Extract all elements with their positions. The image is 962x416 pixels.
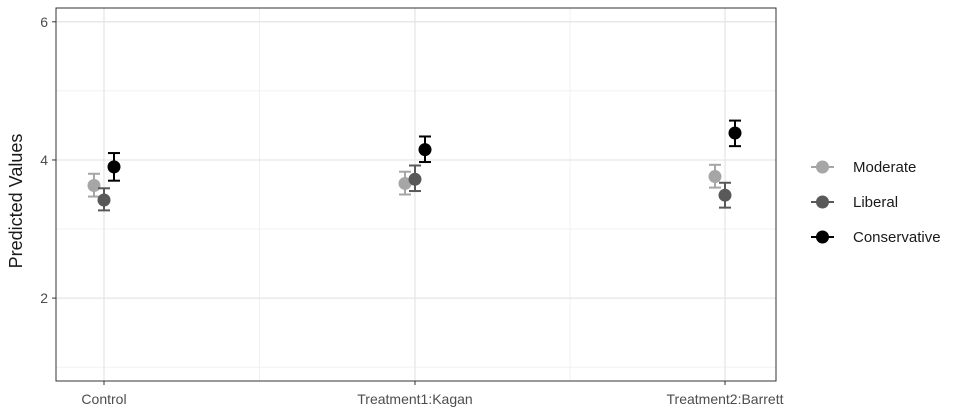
data-point	[418, 143, 432, 157]
data-point	[718, 188, 732, 202]
y-tick-label: 6	[40, 14, 48, 30]
grid-lines	[56, 8, 776, 381]
legend-label: Moderate	[853, 159, 916, 176]
data-point	[97, 193, 111, 207]
legend-label: Liberal	[853, 194, 898, 211]
data-point	[728, 126, 742, 140]
y-axis-ticks: 2 4 6	[40, 14, 56, 306]
y-tick-label: 4	[40, 152, 48, 168]
data-point	[398, 176, 412, 190]
x-tick-label: Treatment1:Kagan	[357, 391, 472, 407]
x-axis-ticks: Control Treatment1:Kagan Treatment2:Barret…	[81, 381, 784, 407]
data-point	[708, 170, 722, 184]
series-liberal	[97, 164, 732, 212]
data-series	[87, 119, 742, 212]
legend-key-point	[816, 230, 829, 244]
x-tick-label: Control	[81, 391, 126, 407]
legend-key-point	[816, 160, 829, 174]
data-point	[87, 179, 101, 193]
legend-item-moderate: Moderate	[811, 159, 916, 176]
data-point	[107, 160, 121, 174]
x-tick-label: Treatment2:Barrett	[667, 391, 784, 407]
series-conservative	[107, 119, 742, 182]
legend: Moderate Liberal Conservative	[811, 159, 941, 246]
series-moderate	[87, 163, 722, 198]
legend-key-point	[816, 195, 829, 209]
legend-label: Conservative	[853, 229, 941, 246]
y-axis-title: Predicted Values	[6, 134, 26, 269]
data-point	[408, 172, 422, 186]
legend-item-conservative: Conservative	[811, 229, 941, 246]
plot-panel-border	[55, 7, 777, 382]
y-tick-label: 2	[40, 290, 48, 306]
legend-item-liberal: Liberal	[811, 194, 898, 211]
